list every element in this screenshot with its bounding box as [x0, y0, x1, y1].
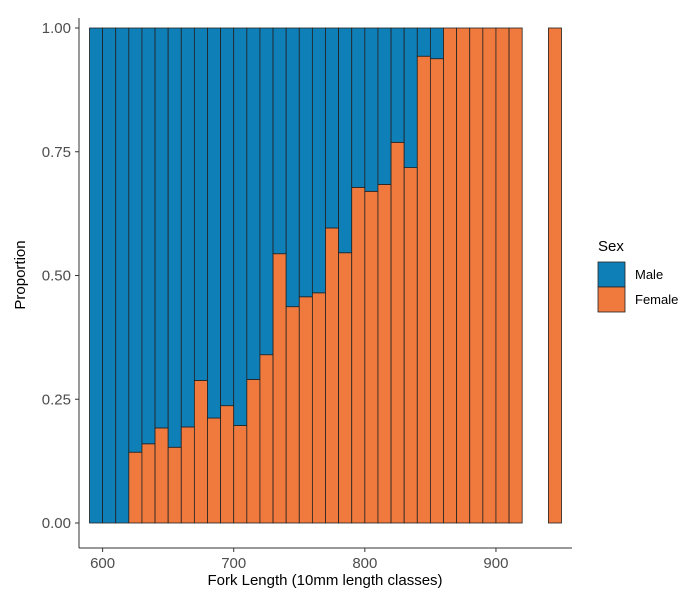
bar-female-635	[141, 443, 156, 524]
bar-male-625	[128, 27, 143, 453]
x-tick-label: 800	[352, 555, 377, 572]
legend-title: Sex	[598, 238, 624, 255]
bar-male-725	[259, 27, 274, 356]
bar-male-645	[154, 27, 169, 429]
bars-group	[89, 27, 562, 524]
bar-female-875	[456, 27, 471, 524]
bar-male-745	[285, 27, 300, 308]
bar-female-755	[298, 296, 313, 524]
bar-female-655	[167, 446, 182, 524]
bar-female-645	[154, 427, 169, 524]
bar-male-615	[115, 27, 130, 524]
bar-female-945	[547, 27, 562, 524]
x-tick-label: 700	[221, 555, 246, 572]
bar-male-805	[364, 27, 379, 192]
x-axis-title: Fork Length (10mm length classes)	[207, 572, 442, 589]
bar-female-665	[180, 426, 195, 524]
bar-female-825	[390, 141, 405, 524]
bar-female-735	[272, 253, 287, 524]
bar-male-635	[141, 27, 156, 445]
bar-female-775	[325, 227, 340, 524]
bar-male-785	[338, 27, 353, 254]
bar-female-785	[338, 252, 353, 524]
legend-label-male: Male	[635, 267, 663, 282]
bar-female-715	[246, 379, 261, 524]
bar-female-765	[311, 292, 326, 524]
y-tick-label: 0.25	[42, 391, 71, 408]
y-tick-label: 1.00	[42, 20, 71, 37]
legend: Sex Male Female	[597, 238, 678, 313]
bar-male-765	[311, 27, 326, 294]
legend-label-female: Female	[635, 292, 678, 307]
bar-female-855	[429, 58, 444, 524]
bar-male-605	[102, 27, 117, 524]
y-axis-title: Proportion	[12, 240, 29, 309]
bar-female-835	[403, 167, 418, 524]
bar-male-665	[180, 27, 195, 428]
bar-female-895	[482, 27, 497, 524]
bar-female-795	[351, 186, 366, 524]
bar-male-685	[207, 27, 222, 419]
bar-female-675	[193, 380, 208, 524]
bar-female-705	[233, 425, 248, 524]
bar-male-795	[351, 27, 366, 188]
bar-female-725	[259, 354, 274, 524]
bar-male-695	[220, 27, 235, 407]
bar-male-755	[298, 27, 313, 298]
y-ticks-group: 0.00 0.25 0.50 0.75 1.00	[42, 20, 79, 532]
bar-male-855	[429, 27, 444, 60]
bar-female-815	[377, 184, 392, 524]
bar-male-845	[416, 27, 431, 57]
bar-female-885	[469, 27, 484, 524]
y-tick-label: 0.00	[42, 515, 71, 532]
bar-male-825	[390, 27, 405, 143]
y-tick-label: 0.75	[42, 144, 71, 161]
legend-swatch-female	[597, 286, 626, 313]
y-tick-label: 0.50	[42, 268, 71, 285]
bar-female-625	[128, 451, 143, 524]
bar-female-695	[220, 405, 235, 524]
bar-female-865	[443, 27, 458, 524]
bar-male-815	[377, 27, 392, 185]
bar-female-805	[364, 190, 379, 524]
bar-male-735	[272, 27, 287, 255]
legend-swatch-male	[597, 261, 626, 288]
bar-female-915	[508, 27, 523, 524]
bar-female-905	[495, 27, 510, 524]
bar-male-705	[233, 27, 248, 426]
bar-male-675	[193, 27, 208, 381]
x-tick-label: 600	[90, 555, 115, 572]
x-tick-label: 900	[483, 555, 508, 572]
bar-male-655	[167, 27, 182, 448]
bar-female-745	[285, 306, 300, 524]
bar-male-835	[403, 27, 418, 168]
bar-male-595	[89, 27, 104, 524]
bar-female-845	[416, 55, 431, 524]
bar-male-775	[325, 27, 340, 229]
x-ticks-group: 600 700 800 900	[90, 548, 508, 572]
bar-male-715	[246, 27, 261, 380]
bar-female-685	[207, 417, 222, 524]
